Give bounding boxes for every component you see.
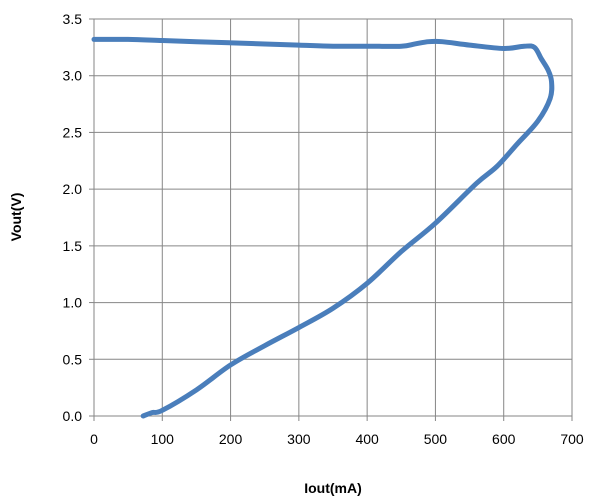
y-tick-label: 0.5 — [63, 351, 83, 367]
x-tick-label: 100 — [151, 431, 175, 447]
y-axis-ticks: 0.0 0.5 1.0 1.5 2.0 2.5 3.0 3.5 — [63, 11, 94, 424]
y-tick-label: 1.5 — [63, 238, 83, 254]
x-tick-label: 0 — [90, 431, 98, 447]
y-tick-label: 3.5 — [63, 11, 83, 27]
y-tick-label: 1.0 — [63, 295, 83, 311]
x-axis-title: Iout(mA) — [304, 480, 362, 496]
series-layer — [91, 36, 555, 419]
x-tick-label: 300 — [287, 431, 311, 447]
x-tick-label: 400 — [355, 431, 379, 447]
x-axis-ticks: 0 100 200 300 400 500 600 700 — [90, 416, 584, 447]
y-tick-label: 2.0 — [63, 181, 83, 197]
x-tick-label: 700 — [560, 431, 584, 447]
axes — [93, 19, 572, 417]
x-tick-label: 500 — [424, 431, 448, 447]
y-axis-title: Vout(V) — [8, 193, 24, 242]
grid — [94, 18, 573, 416]
y-tick-label: 0.0 — [63, 408, 83, 424]
x-tick-label: 600 — [492, 431, 516, 447]
y-tick-label: 2.5 — [63, 124, 83, 140]
y-tick-label: 3.0 — [63, 68, 83, 84]
x-tick-label: 200 — [219, 431, 243, 447]
series-line-0 — [91, 36, 555, 419]
